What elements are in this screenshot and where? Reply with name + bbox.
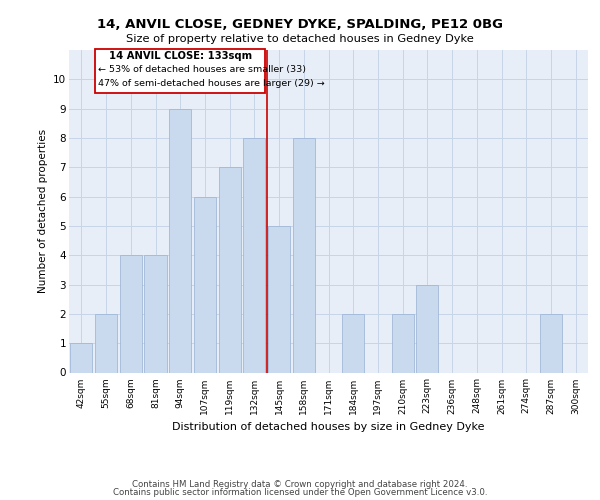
Bar [169,108,191,372]
Bar [293,138,315,372]
Bar [119,255,142,372]
Text: 14, ANVIL CLOSE, GEDNEY DYKE, SPALDING, PE12 0BG: 14, ANVIL CLOSE, GEDNEY DYKE, SPALDING, … [97,18,503,30]
Bar [243,138,265,372]
Text: Contains public sector information licensed under the Open Government Licence v3: Contains public sector information licen… [113,488,487,497]
Bar [342,314,364,372]
Bar [145,255,167,372]
Bar [268,226,290,372]
X-axis label: Distribution of detached houses by size in Gedney Dyke: Distribution of detached houses by size … [172,422,485,432]
FancyBboxPatch shape [95,48,265,92]
Bar [194,196,216,372]
Bar [218,168,241,372]
Bar [540,314,562,372]
Bar [416,284,439,372]
Text: Contains HM Land Registry data © Crown copyright and database right 2024.: Contains HM Land Registry data © Crown c… [132,480,468,489]
Text: ← 53% of detached houses are smaller (33): ← 53% of detached houses are smaller (33… [98,66,306,74]
Text: 14 ANVIL CLOSE: 133sqm: 14 ANVIL CLOSE: 133sqm [109,52,252,62]
Y-axis label: Number of detached properties: Number of detached properties [38,129,47,294]
Text: Size of property relative to detached houses in Gedney Dyke: Size of property relative to detached ho… [126,34,474,44]
Text: 47% of semi-detached houses are larger (29) →: 47% of semi-detached houses are larger (… [98,79,325,88]
Bar [392,314,414,372]
Bar [70,343,92,372]
Bar [95,314,117,372]
